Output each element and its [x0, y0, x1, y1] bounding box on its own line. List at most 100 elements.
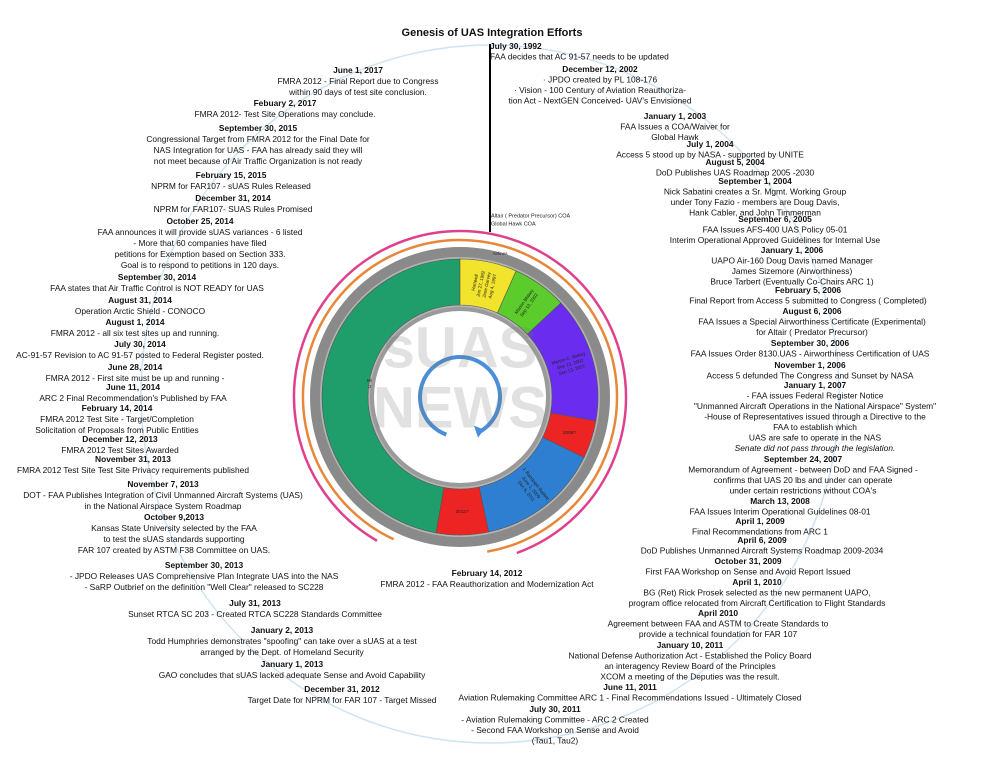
- event-date: August 31, 2014: [108, 295, 172, 305]
- event-text: FMRA 2012 Test Site Test Site Privacy re…: [17, 465, 249, 475]
- event-date: July 30, 2014: [114, 339, 166, 349]
- annotation: Global Hawk COA: [491, 221, 536, 227]
- event-text: James Sizemore (Airworthiness): [732, 266, 853, 276]
- event-date: January 1, 2007: [784, 380, 847, 390]
- event-text: within 90 days of test site conclusion.: [288, 87, 427, 97]
- event-text: - Aviation Rulemaking Committee - ARC 2 …: [461, 715, 649, 725]
- event-date: July 30, 1992: [490, 41, 542, 51]
- event-text: DoD Publishes Unmanned Aircraft Systems …: [641, 546, 884, 556]
- event-date: January 1, 2006: [761, 245, 824, 255]
- event-text: FAA Issues a COA/Waiver for: [620, 122, 730, 132]
- event-date: September 30, 2006: [771, 338, 850, 348]
- event-text: NPRM for FAR107 - sUAS Rules Released: [151, 181, 311, 191]
- event-date: September 30, 2015: [219, 123, 298, 133]
- event-text: Final Report from Access 5 submitted to …: [689, 296, 927, 306]
- event-text: arranged by the Dept. of Homeland Securi…: [200, 647, 364, 657]
- event-text: Todd Humphries demonstrates "spoofing" c…: [147, 636, 417, 646]
- event-date: April 1, 2009: [735, 516, 785, 526]
- event-date: October 25, 2014: [166, 216, 233, 226]
- event-text: FMRA 2012 Test Sites Awarded: [61, 445, 179, 455]
- segment-label: Jun 27, 1992: [475, 270, 486, 297]
- event-text: Nick Sabatini creates a Sr. Mgmt. Workin…: [664, 187, 847, 197]
- annotation: Altair ( Predator Precursor) COA: [491, 213, 570, 219]
- event-text: Agreement between FAA and ASTM to Create…: [608, 619, 829, 629]
- event-date: July 31, 2013: [229, 598, 281, 608]
- timeline-text: Altair ( Predator Precursor) COA Global H…: [16, 41, 936, 746]
- event-text: FMRA 2012 - all six test sites up and ru…: [51, 328, 220, 338]
- event-text: Bruce Tarbert (Eventually Co-Chairs ARC …: [710, 277, 873, 287]
- event-date: February 14, 2012: [452, 568, 523, 578]
- event-text: for Altair ( Predator Precursor): [756, 327, 868, 337]
- event-date: February 15, 2015: [196, 170, 267, 180]
- event-text: - SaRP Outbrief on the definition "Well …: [85, 582, 324, 592]
- event-text: in the National Airspace System Roadmap: [85, 501, 242, 511]
- event-text: FMRA 2012 - FAA Reauthorization and Mode…: [380, 579, 594, 589]
- event-date: August 5, 2004: [705, 157, 764, 167]
- watermark: NEWS: [373, 375, 547, 440]
- event-text: FAA to establish which: [773, 422, 857, 432]
- event-text: FMRA 2012 - Final Report due to Congress: [277, 76, 438, 86]
- event-date: February 5, 2006: [775, 285, 841, 295]
- event-date: September 30, 2013: [165, 560, 244, 570]
- event-text: · JPDO created by PL 108-176: [543, 75, 658, 85]
- event-text: under Tony Fazio - members are Doug Davi…: [671, 197, 840, 207]
- event-text: Access 5 stood up by NASA - supported by…: [616, 150, 804, 160]
- event-date: February 14, 2014: [82, 403, 153, 413]
- era-segment: [435, 486, 490, 536]
- event-date: September 1, 2004: [718, 176, 792, 186]
- event-date: June 11, 2014: [106, 382, 160, 392]
- event-date: December 12, 2013: [82, 434, 158, 444]
- event-text: Hank Cabler, and John Timmerman: [689, 208, 821, 218]
- event-text: provide a technical foundation for FAR 1…: [639, 629, 798, 639]
- ring-label: Airlines: [492, 251, 508, 256]
- segment-label: 2008?: [563, 430, 576, 435]
- event-text: Senate did not pass through the legislat…: [735, 443, 896, 453]
- event-text: -House of Representatives issued through…: [704, 412, 926, 422]
- event-text: Sunset RTCA SC 203 - Created RTCA SC228 …: [128, 609, 382, 619]
- event-text: ARC 2 Final Recommendation's Published b…: [39, 393, 227, 403]
- event-date: September 24, 2007: [764, 454, 843, 464]
- event-text: FAA states that Air Traffic Control is N…: [50, 283, 264, 293]
- event-date: September 6, 2005: [738, 214, 812, 224]
- event-text: FMRA 2012- Test Site Operations may conc…: [195, 109, 376, 119]
- event-text: Aviation Rulemaking Committee ARC 1 - Fi…: [459, 693, 802, 703]
- event-date: June 1, 2017: [333, 65, 383, 75]
- event-text: FAA decides that AC 91-57 needs to be up…: [490, 52, 669, 62]
- event-text: program office relocated from Aircraft C…: [629, 598, 886, 608]
- event-date: June 28, 2014: [108, 362, 163, 372]
- segment-label: Aug 4, 1997: [487, 273, 497, 299]
- segment-label: Jane Garvey: [481, 271, 491, 298]
- cycle-arrow: [418, 355, 502, 437]
- event-date: June 11, 2011: [603, 682, 657, 692]
- event-text: Solicitation of Proposals from Public En…: [35, 425, 198, 435]
- event-text: an interagency Review Board of the Princ…: [604, 661, 775, 671]
- title: Genesis of UAS Integration Efforts: [402, 27, 583, 39]
- event-text: Global Hawk: [651, 132, 699, 142]
- inner-ring: [370, 307, 550, 487]
- event-text: National Defense Authorization Act - Est…: [568, 651, 811, 661]
- event-text: confirms that UAS 20 lbs and under can o…: [714, 475, 893, 485]
- event-text: tion Act - NextGEN Conceived- UAV's Envi…: [509, 96, 692, 106]
- event-text: Target Date for NPRM for FAR 107 - Targe…: [248, 695, 437, 705]
- event-text: "Unmanned Aircraft Operations in the Nat…: [694, 401, 936, 411]
- event-text: Congressional Target from FMRA 2012 for …: [146, 134, 369, 144]
- event-date: August 1, 2014: [105, 317, 164, 327]
- event-text: UAS are safe to operate in the NAS: [749, 433, 882, 443]
- event-date: September 30, 2014: [118, 272, 197, 282]
- event-date: April 1, 2010: [732, 577, 782, 587]
- event-text: Goal is to respond to petitions in 120 d…: [121, 260, 279, 270]
- event-text: DOT - FAA Publishes Integration of Civil…: [23, 490, 303, 500]
- event-text: Operation Arctic Shield - CONOCO: [75, 306, 206, 316]
- event-text: NPRM for FAR107- SUAS Rules Promised: [154, 204, 313, 214]
- event-date: October 9,2013: [144, 512, 204, 522]
- event-text: · Vision - 100 Century of Aviation Reaut…: [514, 85, 686, 95]
- segment-label: 2012?: [456, 509, 469, 514]
- event-text: petitions for Exemption based on Section…: [115, 249, 286, 259]
- event-text: FAA announces it will provide sUAS varia…: [98, 227, 303, 237]
- event-text: BG (Ret) Rick Prosek selected as the new…: [643, 588, 870, 598]
- event-text: (Tau1, Tau2): [532, 736, 579, 746]
- cycle-arrow-head: [474, 425, 484, 438]
- watermark: sUAS: [383, 315, 538, 380]
- event-date: January 10, 2011: [657, 640, 724, 650]
